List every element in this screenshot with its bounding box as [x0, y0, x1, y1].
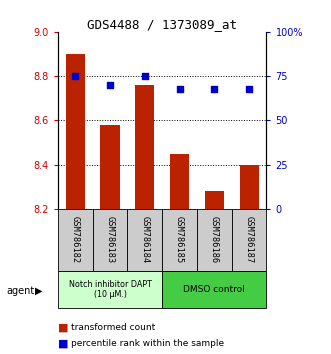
Text: ▶: ▶ [35, 286, 42, 296]
Text: GSM786184: GSM786184 [140, 216, 149, 263]
Text: GSM786183: GSM786183 [106, 216, 115, 263]
Text: GSM786186: GSM786186 [210, 216, 219, 263]
Point [107, 82, 113, 88]
Point [212, 86, 217, 91]
Bar [93, 209, 127, 271]
Bar [127, 209, 162, 271]
Title: GDS4488 / 1373089_at: GDS4488 / 1373089_at [87, 18, 237, 31]
Text: GSM786185: GSM786185 [175, 216, 184, 263]
Bar [232, 209, 266, 271]
Text: DMSO control: DMSO control [183, 285, 245, 294]
Point [72, 73, 78, 79]
Text: ■: ■ [58, 322, 69, 332]
Bar [170, 154, 189, 209]
Bar [66, 54, 85, 209]
Bar [197, 209, 232, 271]
Bar [162, 209, 197, 271]
Text: agent: agent [7, 286, 35, 296]
Text: percentile rank within the sample: percentile rank within the sample [71, 339, 224, 348]
Point [246, 86, 252, 91]
Bar [135, 85, 154, 209]
Point [177, 86, 182, 91]
Bar [162, 271, 266, 308]
Text: GSM786182: GSM786182 [71, 216, 80, 263]
Bar [101, 125, 119, 209]
Text: transformed count: transformed count [71, 323, 156, 332]
Bar [58, 271, 162, 308]
Text: GSM786187: GSM786187 [245, 216, 254, 263]
Bar [205, 191, 224, 209]
Bar [240, 165, 259, 209]
Text: ■: ■ [58, 338, 69, 348]
Point [142, 73, 148, 79]
Bar [58, 209, 93, 271]
Text: Notch inhibitor DAPT
(10 μM.): Notch inhibitor DAPT (10 μM.) [69, 280, 152, 299]
